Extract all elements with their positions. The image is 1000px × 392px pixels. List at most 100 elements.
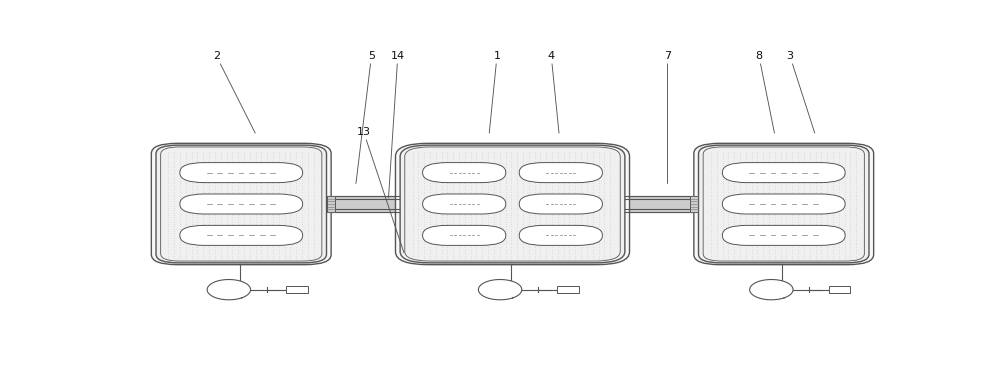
Point [178, 241, 194, 248]
Point [224, 205, 240, 211]
Point [802, 214, 818, 220]
Point [831, 243, 847, 250]
Point [248, 180, 264, 187]
Point [236, 234, 252, 241]
Point [230, 243, 246, 250]
Point [451, 241, 467, 248]
Point [837, 241, 853, 248]
Point [738, 192, 754, 198]
Point [755, 167, 771, 173]
Point [744, 169, 760, 175]
Point [259, 189, 275, 196]
Point [790, 173, 806, 180]
Point [236, 210, 252, 216]
Point [755, 196, 771, 202]
Point [602, 162, 618, 168]
Point [445, 192, 461, 198]
Point [207, 234, 223, 241]
Point [492, 171, 508, 178]
Point [439, 162, 455, 168]
Point [813, 198, 829, 205]
Point [189, 228, 205, 234]
Point [796, 194, 812, 200]
Point [825, 180, 841, 187]
Point [596, 185, 612, 191]
Point [732, 164, 748, 171]
Point [195, 178, 211, 184]
Point [515, 225, 531, 232]
Point [172, 201, 188, 207]
Point [224, 234, 240, 241]
Point [732, 230, 748, 236]
Point [451, 248, 467, 254]
Point [521, 243, 537, 250]
FancyBboxPatch shape [151, 143, 331, 265]
Point [720, 149, 736, 155]
Point [726, 203, 742, 209]
Point [532, 153, 548, 159]
Point [709, 196, 725, 202]
Point [767, 250, 783, 257]
Point [831, 210, 847, 216]
Point [224, 243, 240, 250]
Point [567, 192, 583, 198]
Point [715, 214, 731, 220]
Point [585, 248, 601, 254]
Point [219, 243, 235, 250]
Point [790, 230, 806, 236]
Point [265, 185, 281, 191]
Point [282, 187, 298, 193]
Point [306, 212, 322, 218]
Point [195, 151, 211, 157]
Point [219, 203, 235, 209]
Point [439, 171, 455, 178]
Point [259, 201, 275, 207]
Point [726, 198, 742, 205]
Point [486, 205, 502, 211]
Point [509, 149, 525, 155]
Point [755, 151, 771, 157]
Point [195, 255, 211, 261]
Point [767, 216, 783, 223]
Point [831, 219, 847, 225]
Point [405, 151, 421, 157]
Point [253, 219, 269, 225]
Point [248, 187, 264, 193]
Point [463, 198, 479, 205]
Point [253, 160, 269, 166]
Point [808, 149, 824, 155]
Point [445, 212, 461, 218]
Point [457, 228, 473, 234]
Point [271, 158, 287, 164]
Point [567, 162, 583, 168]
Point [224, 173, 240, 180]
Point [532, 149, 548, 155]
Point [837, 214, 853, 220]
Point [802, 158, 818, 164]
Point [720, 221, 736, 227]
Point [709, 169, 725, 175]
Point [288, 151, 304, 157]
Point [271, 232, 287, 238]
Point [213, 149, 229, 155]
Point [230, 196, 246, 202]
Point [265, 194, 281, 200]
Point [761, 158, 777, 164]
Point [207, 205, 223, 211]
Point [831, 169, 847, 175]
Point [773, 212, 789, 218]
Point [848, 180, 864, 187]
Point [474, 221, 490, 227]
Point [767, 180, 783, 187]
Point [755, 239, 771, 245]
Point [468, 250, 484, 257]
Point [213, 194, 229, 200]
Point [744, 203, 760, 209]
Point [277, 185, 293, 191]
Point [416, 171, 432, 178]
Point [602, 192, 618, 198]
Point [405, 205, 421, 211]
Point [842, 234, 858, 241]
Point [532, 196, 548, 202]
Point [596, 205, 612, 211]
